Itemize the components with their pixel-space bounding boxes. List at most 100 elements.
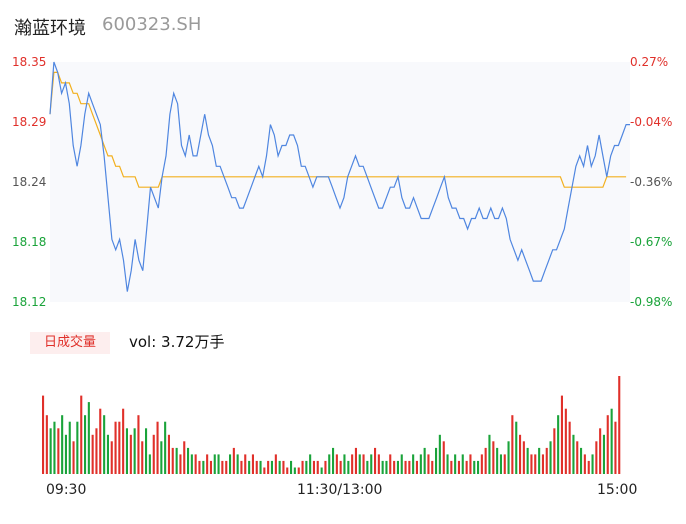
volume-bar	[87, 402, 90, 474]
volume-bar	[309, 454, 312, 474]
volume-bar	[114, 421, 117, 474]
volume-bar	[80, 395, 83, 474]
volume-badge: 日成交量	[30, 332, 110, 354]
volume-bar	[267, 460, 270, 474]
price-line	[49, 61, 630, 292]
volume-bar	[450, 460, 453, 474]
stock-code: 600323.SH	[102, 14, 202, 35]
volume-bar	[469, 454, 472, 474]
volume-bar	[499, 454, 502, 474]
volume-bar	[141, 441, 144, 474]
volume-bar	[549, 441, 552, 474]
volume-bar	[412, 454, 415, 474]
volume-bar	[381, 460, 384, 474]
volume-bar	[511, 415, 514, 474]
volume-bar	[480, 454, 483, 474]
volume-bar	[286, 467, 289, 474]
volume-bar	[400, 454, 403, 474]
volume-bar	[263, 467, 266, 474]
volume-bar	[519, 434, 522, 474]
volume-bar	[343, 454, 346, 474]
volume-bar	[618, 376, 621, 474]
volume-bar	[175, 447, 178, 474]
volume-bar	[72, 441, 75, 474]
volume-bar	[358, 454, 361, 474]
volume-bar	[76, 421, 79, 474]
volume-bar	[560, 395, 563, 474]
volume-bar	[217, 454, 220, 474]
volume-bar	[362, 454, 365, 474]
volume-bar	[553, 428, 556, 474]
volume-bar	[137, 415, 140, 474]
volume-bar	[236, 454, 239, 474]
volume-bar	[427, 454, 430, 474]
volume-bar	[606, 415, 609, 474]
volume-bar	[316, 460, 319, 474]
volume-bar	[290, 460, 293, 474]
volume-bar	[164, 421, 167, 474]
volume-bar	[477, 460, 480, 474]
volume-bar	[583, 454, 586, 474]
volume-bar	[385, 460, 388, 474]
volume-bar	[259, 460, 262, 474]
volume-bar	[324, 460, 327, 474]
x-tick-open: 09:30	[46, 482, 87, 498]
volume-bar	[595, 441, 598, 474]
volume-bar	[91, 434, 94, 474]
volume-bar	[213, 454, 216, 474]
volume-bar	[599, 428, 602, 474]
volume-bar	[179, 454, 182, 474]
volume-bar	[99, 408, 102, 474]
volume-bar	[404, 460, 407, 474]
volume-bar	[221, 460, 224, 474]
volume-bar	[484, 447, 487, 474]
volume-bar	[312, 460, 315, 474]
volume-bar	[251, 454, 254, 474]
volume-bar	[145, 428, 148, 474]
volume-bar	[488, 434, 491, 474]
volume-bar	[541, 454, 544, 474]
volume-bar	[354, 447, 357, 474]
volume-bar	[282, 460, 285, 474]
volume-bar	[564, 408, 567, 474]
volume-bar	[580, 447, 583, 474]
volume-bar	[389, 454, 392, 474]
volume-bars	[42, 376, 621, 474]
volume-bar	[419, 454, 422, 474]
volume-bar	[461, 454, 464, 474]
volume-bar	[190, 454, 193, 474]
volume-bar	[84, 415, 87, 474]
volume-bar	[160, 441, 163, 474]
volume-bar	[335, 454, 338, 474]
volume-bar	[232, 447, 235, 474]
y-tick-right-0: 0.27%	[630, 55, 669, 69]
volume-bar	[370, 454, 373, 474]
volume-bar	[332, 447, 335, 474]
volume-bar	[396, 460, 399, 474]
volume-bar	[229, 454, 232, 474]
volume-bar	[435, 447, 438, 474]
volume-bar	[328, 454, 331, 474]
volume-bar	[187, 447, 190, 474]
volume-bar	[118, 421, 121, 474]
volume-bar	[587, 460, 590, 474]
volume-bar	[133, 428, 136, 474]
volume-bar	[339, 460, 342, 474]
volume-bar	[465, 460, 468, 474]
volume-bar	[526, 447, 529, 474]
volume-bar	[240, 460, 243, 474]
volume-bar	[225, 460, 228, 474]
volume-bar	[64, 434, 67, 474]
volume-bar	[503, 454, 506, 474]
volume-bar	[194, 454, 197, 474]
volume-bar	[209, 460, 212, 474]
volume-bar	[255, 460, 258, 474]
volume-bar	[534, 454, 537, 474]
volume-bar	[198, 460, 201, 474]
volume-bar	[61, 415, 64, 474]
volume-bar	[171, 447, 174, 474]
volume-bar	[274, 454, 277, 474]
y-tick-left-4: 18.12	[12, 295, 47, 309]
volume-bar	[45, 415, 48, 474]
y-tick-left-1: 18.29	[12, 115, 47, 129]
